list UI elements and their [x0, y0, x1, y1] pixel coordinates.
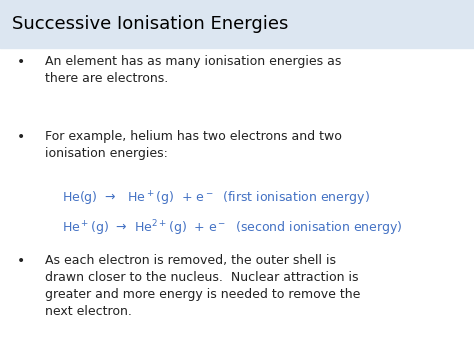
Text: •: •	[17, 254, 25, 268]
Text: As each electron is removed, the outer shell is
drawn closer to the nucleus.  Nu: As each electron is removed, the outer s…	[45, 254, 360, 318]
Text: He(g)  →   He$^+$(g)  + e$^-$  (first ionisation energy): He(g) → He$^+$(g) + e$^-$ (first ionisat…	[62, 190, 369, 208]
Text: •: •	[17, 130, 25, 143]
Text: An element has as many ionisation energies as
there are electrons.: An element has as many ionisation energi…	[45, 55, 341, 85]
Text: Successive Ionisation Energies: Successive Ionisation Energies	[12, 15, 288, 33]
Bar	[0, 0, 474, 48]
Text: For example, helium has two electrons and two
ionisation energies:: For example, helium has two electrons an…	[45, 130, 342, 160]
Text: He$^+$(g)  →  He$^{2+}$(g)  + e$^-$  (second ionisation energy): He$^+$(g) → He$^{2+}$(g) + e$^-$ (second…	[62, 218, 402, 238]
Text: •: •	[17, 55, 25, 69]
